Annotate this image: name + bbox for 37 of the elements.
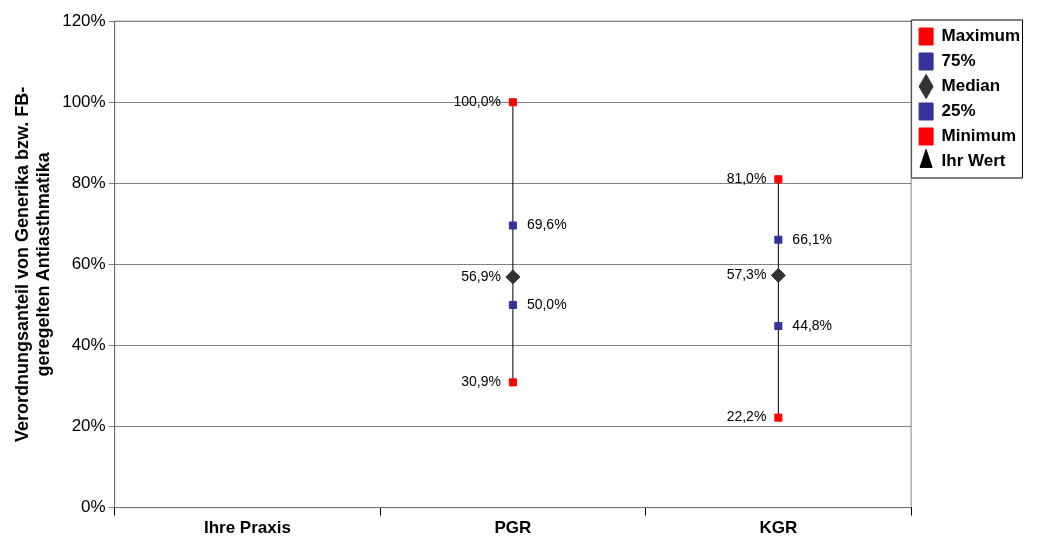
legend-label: Maximum <box>941 26 1021 46</box>
point <box>508 300 517 309</box>
data-label: 100,0% <box>453 93 501 110</box>
point <box>770 267 786 283</box>
y-tick-label: 80% <box>71 173 106 193</box>
data-label: 69,6% <box>526 216 567 233</box>
legend-label: 25% <box>941 101 976 121</box>
x-tick-label: Ihre Praxis <box>203 518 291 538</box>
point <box>774 175 783 184</box>
legend-label: Minimum <box>941 126 1017 146</box>
legend-label: 75% <box>941 51 976 71</box>
y-tick-label: 40% <box>71 335 106 355</box>
data-label: 30,9% <box>461 373 501 390</box>
legend-label: Ihr Wert <box>941 151 1006 171</box>
data-label: 22,2% <box>726 408 767 425</box>
point <box>505 269 521 285</box>
point <box>508 98 517 107</box>
data-label: 50,0% <box>526 295 567 312</box>
x-tick-label: KGR <box>759 518 798 538</box>
point <box>508 221 517 230</box>
y-tick-label: 20% <box>71 416 106 436</box>
data-label: 57,3% <box>726 266 767 283</box>
point <box>774 413 783 422</box>
y-tick-label: 60% <box>71 254 106 274</box>
data-label: 81,0% <box>726 170 767 187</box>
y-tick-label: 0% <box>81 497 106 517</box>
y-tick-label: 100% <box>62 91 106 111</box>
data-label: 44,8% <box>792 316 833 333</box>
point <box>774 235 783 244</box>
y-axis-title: Verordnungsanteil von Generika bzw. FB- geregelten Antiasthmatika <box>11 86 54 443</box>
point <box>508 378 517 387</box>
y-tick-label: 120% <box>62 10 106 30</box>
x-tick-label: PGR <box>494 518 532 538</box>
point <box>774 321 783 331</box>
data-label: 66,1% <box>792 230 833 247</box>
data-label: 56,9% <box>461 267 501 284</box>
legend-label: Median <box>941 76 1001 96</box>
